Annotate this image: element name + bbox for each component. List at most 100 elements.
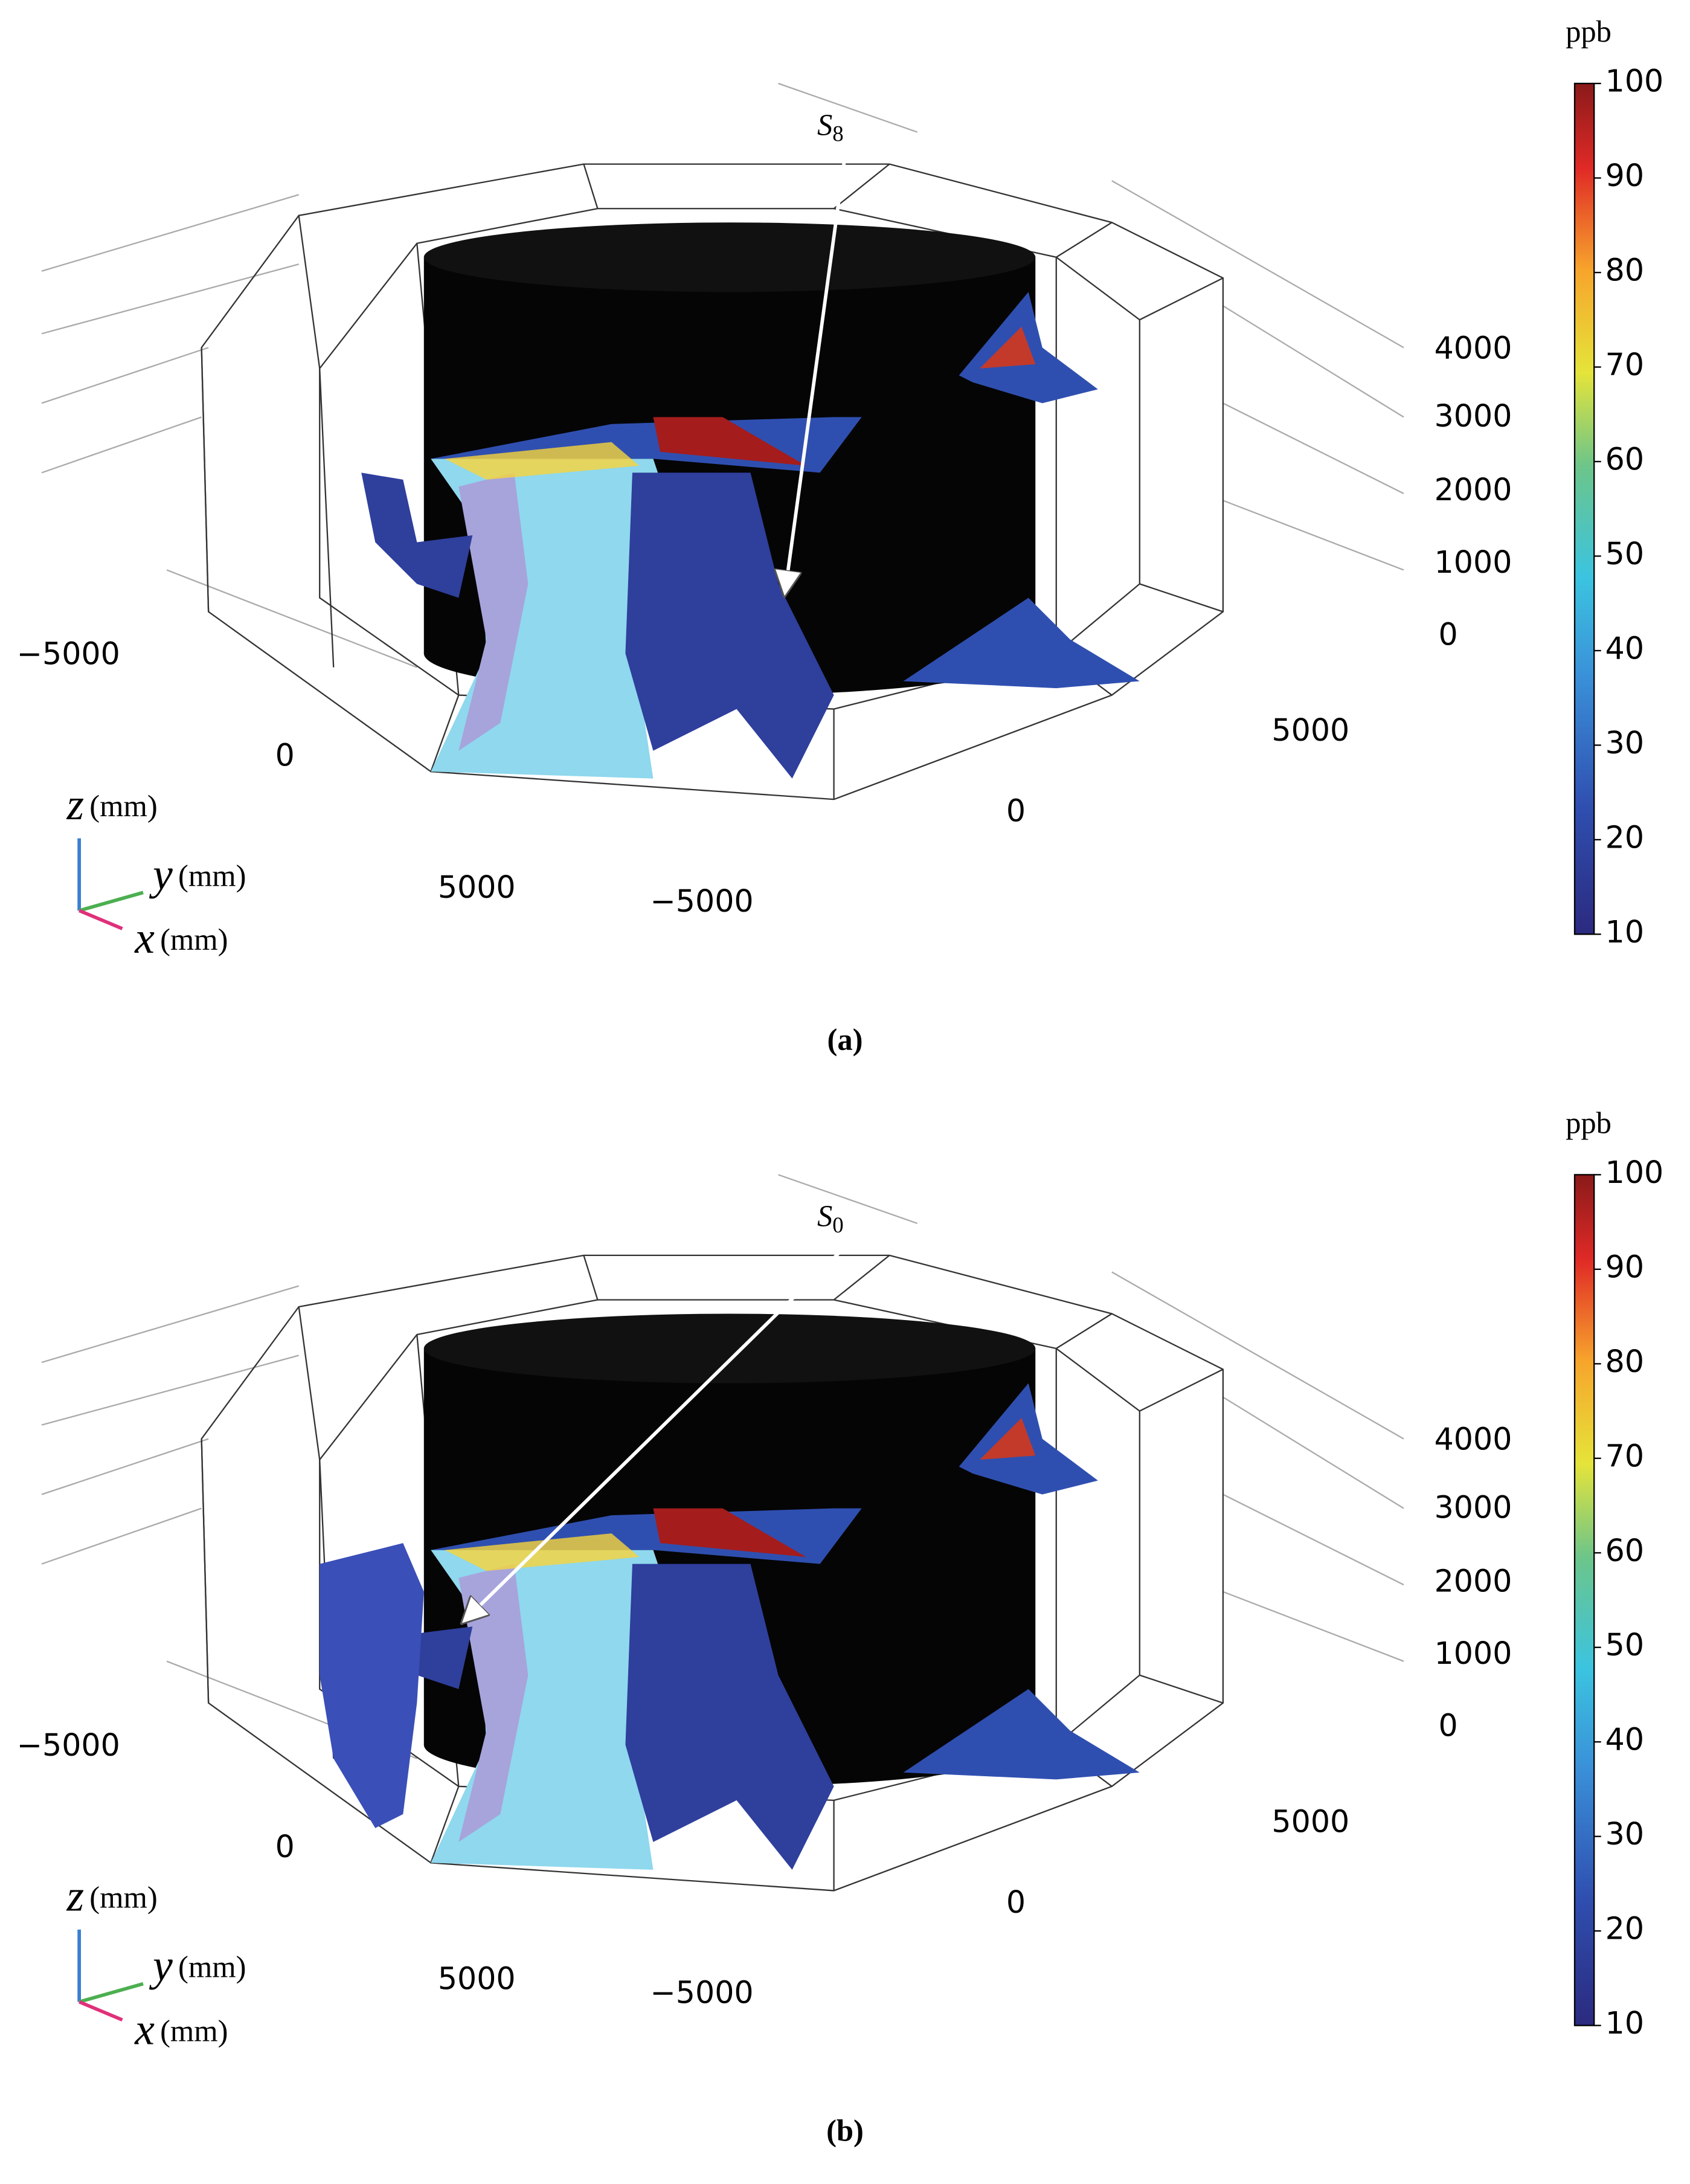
cylinder-top xyxy=(423,1313,1036,1384)
axis-unit: (mm) xyxy=(178,858,246,892)
wireframe-edge xyxy=(430,1786,460,1863)
grid-line xyxy=(41,194,300,272)
wireframe-edge xyxy=(583,1255,599,1300)
cylinder-top xyxy=(423,222,1036,292)
wireframe-edge xyxy=(201,1438,210,1703)
wireframe-edge xyxy=(833,163,890,210)
axis-unit: (mm) xyxy=(178,1950,246,1983)
colorbar-tick-label: 90 xyxy=(1605,158,1644,193)
colorbar-tick-label: 20 xyxy=(1605,1911,1644,1947)
colorbar xyxy=(1573,82,1595,935)
colorbar-tick-label: 10 xyxy=(1605,2005,1644,2041)
plume-right-hot xyxy=(980,1418,1036,1460)
grid-line xyxy=(778,83,918,133)
colorbar-tick-label: 80 xyxy=(1605,1344,1644,1379)
colorbar-tick-label: 60 xyxy=(1605,442,1644,477)
annotation-label: S8 xyxy=(817,108,844,146)
axis-name: z xyxy=(66,1870,84,1920)
wireframe-edge xyxy=(298,215,321,369)
z-tick-label: 4000 xyxy=(1435,330,1512,366)
z-tick-label: 1000 xyxy=(1435,544,1512,580)
plume-blue xyxy=(625,1564,834,1870)
colorbar-tick-label: 40 xyxy=(1605,1722,1644,1757)
plume-left xyxy=(320,1543,424,1828)
grid-line xyxy=(41,1507,202,1565)
grid-line xyxy=(41,416,202,474)
colorbar-unit: ppb xyxy=(1566,14,1611,48)
plume-floor xyxy=(903,1689,1140,1780)
wireframe-edge xyxy=(1056,1313,1113,1350)
annotation-sub: 8 xyxy=(832,121,843,146)
grid-line xyxy=(41,1438,209,1495)
colorbar-tick-label: 90 xyxy=(1605,1249,1644,1284)
x-arrow xyxy=(79,909,123,930)
wireframe-edge xyxy=(1139,277,1224,321)
plume-slab-shade xyxy=(458,1564,529,1842)
wireframe-edge xyxy=(833,1254,890,1301)
x-tick-label: 5000 xyxy=(438,1960,516,1996)
colorbar-tick-label: 70 xyxy=(1605,347,1644,382)
axis-label: y (mm) xyxy=(149,849,246,898)
z-tick-label: 2000 xyxy=(1435,1563,1512,1599)
annotation-base: S xyxy=(817,1199,832,1233)
plume-hot xyxy=(653,1508,806,1557)
grid-line xyxy=(1111,180,1404,349)
colorbar-tick-label: 50 xyxy=(1605,536,1644,572)
axis-label: x (mm) xyxy=(134,2004,228,2054)
plume-hot xyxy=(653,417,806,466)
colorbar-tick-label: 20 xyxy=(1605,819,1644,855)
x-tick-label: 0 xyxy=(275,1829,295,1864)
wireframe-edge xyxy=(583,164,599,209)
wireframe xyxy=(319,208,1140,710)
x-tick-label: 0 xyxy=(275,738,295,773)
axis-unit: (mm) xyxy=(160,923,228,956)
colorbar-tick-label: 10 xyxy=(1605,914,1644,950)
z-tick-label: 0 xyxy=(1439,1708,1458,1744)
colorbar-tick-label: 50 xyxy=(1605,1627,1644,1663)
wireframe-edge xyxy=(201,347,210,612)
colorbar-tick-label: 30 xyxy=(1605,1816,1644,1852)
grid-line xyxy=(41,1285,300,1364)
z-tick-label: 4000 xyxy=(1435,1422,1512,1457)
grid-line xyxy=(1223,305,1404,418)
colorbar-tick-label: 100 xyxy=(1605,1155,1664,1190)
colorbar-tick-label: 80 xyxy=(1605,253,1644,288)
grid-line xyxy=(1223,500,1404,571)
y-tick-label: 5000 xyxy=(1271,1803,1349,1839)
grid-line xyxy=(41,1355,300,1426)
wireframe xyxy=(201,1254,1224,1892)
z-tick-label: 3000 xyxy=(1435,1489,1512,1525)
y-tick-label: 0 xyxy=(1006,1884,1026,1920)
y-tick-label: 0 xyxy=(1006,793,1026,829)
y-tick-label: −5000 xyxy=(650,1974,753,2010)
colorbar-tick-label: 100 xyxy=(1605,63,1664,99)
axis-name: x xyxy=(134,2004,155,2054)
y-tick-label: −5000 xyxy=(650,883,753,919)
panel-label: (b) xyxy=(826,2114,864,2148)
annotation-label: S0 xyxy=(817,1199,844,1238)
wireframe-edge xyxy=(1139,1674,1224,1704)
plume-blue xyxy=(625,472,834,779)
plume-slab-shade xyxy=(458,472,529,751)
wireframe-edge xyxy=(1139,1368,1224,1412)
axis-name: y xyxy=(149,1940,173,1989)
plume-right-hot xyxy=(980,326,1036,369)
colorbar-tick-label: 30 xyxy=(1605,725,1644,761)
wireframe-edge xyxy=(319,368,335,668)
wireframe-edge xyxy=(298,1306,321,1460)
axis-label: y (mm) xyxy=(149,1940,246,1989)
grid-line xyxy=(778,1174,918,1225)
x-tick-label: 5000 xyxy=(438,869,516,905)
grid-line xyxy=(41,263,300,335)
z-tick-label: 1000 xyxy=(1435,1635,1512,1671)
axis-label: z (mm) xyxy=(66,1870,157,1920)
colorbar-tick-label: 40 xyxy=(1605,630,1644,666)
grid-line xyxy=(1223,402,1404,494)
axis-name: z xyxy=(66,779,84,829)
axis-label: x (mm) xyxy=(134,913,228,962)
plume-warm xyxy=(445,442,640,480)
axis-unit: (mm) xyxy=(89,789,157,823)
wireframe xyxy=(201,163,1224,800)
y-arrow xyxy=(79,1982,144,2004)
